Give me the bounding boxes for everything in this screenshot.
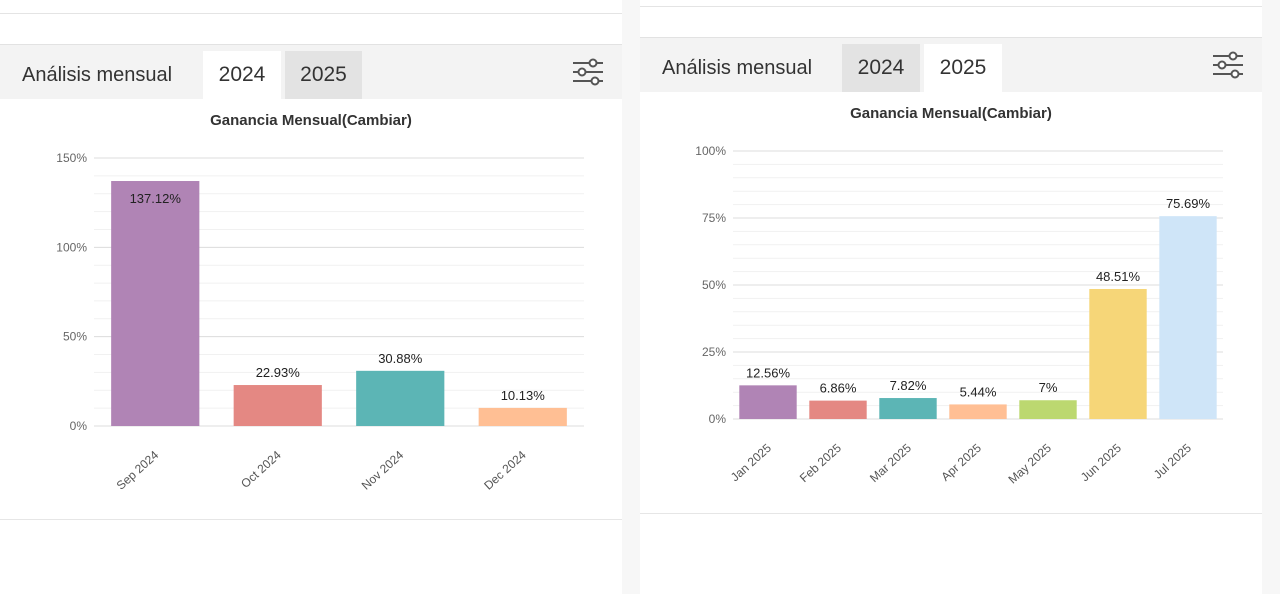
data-label: 30.88% — [378, 351, 423, 366]
right-panel: Análisis mensual 2024 2025 Ganancia Mens… — [640, 0, 1262, 594]
bar — [949, 404, 1007, 419]
y-tick-label: 100% — [56, 240, 87, 254]
x-tick-label: May 2025 — [1005, 441, 1054, 487]
data-label: 75.69% — [1166, 196, 1211, 211]
bar — [233, 385, 322, 426]
data-label: 6.86% — [820, 381, 857, 396]
y-tick-label: 150% — [56, 151, 87, 165]
x-tick-label: Nov 2024 — [359, 448, 407, 493]
bar — [356, 370, 445, 426]
data-label: 12.56% — [746, 365, 791, 380]
footer-card — [0, 519, 622, 594]
data-label: 48.51% — [1096, 269, 1141, 284]
y-tick-label: 50% — [63, 330, 87, 344]
panel-header: Análisis mensual 2024 2025 — [640, 37, 1262, 92]
panel-title: Análisis mensual — [22, 64, 173, 86]
x-tick-label: Dec 2024 — [481, 448, 529, 493]
y-tick-label: 0% — [70, 419, 88, 433]
bar — [1089, 288, 1147, 419]
bar — [111, 181, 200, 426]
chart-title: Ganancia Mensual(Cambiar) — [210, 112, 412, 129]
x-tick-label: Mar 2025 — [867, 441, 914, 486]
chart-title: Ganancia Mensual(Cambiar) — [850, 105, 1052, 122]
x-tick-label: Sep 2024 — [114, 448, 162, 493]
bar — [478, 407, 567, 426]
x-tick-label: Jan 2025 — [728, 441, 774, 485]
bar — [879, 398, 937, 419]
bar-chart: 0% 50% 100% 150% 137.12% Sep 2024 22.93% Oct 20… — [56, 151, 584, 493]
tab-2024[interactable]: 2024 — [203, 51, 281, 99]
sliders-icon[interactable] — [1211, 48, 1245, 82]
sliders-icon[interactable] — [571, 55, 605, 89]
x-tick-label: Feb 2025 — [797, 441, 844, 486]
y-tick-label: 25% — [702, 345, 726, 359]
panel-header: Análisis mensual 2024 2025 — [0, 44, 622, 99]
left-panel: Análisis mensual 2024 2025 Ganancia Mens… — [0, 0, 622, 594]
top-strip — [640, 0, 1262, 7]
x-tick-label: Oct 2024 — [238, 448, 284, 491]
y-tick-label: 100% — [695, 144, 726, 158]
y-tick-label: 75% — [702, 211, 726, 225]
top-strip — [0, 0, 622, 14]
panel-title: Análisis mensual — [662, 57, 813, 79]
x-tick-label: Jun 2025 — [1078, 441, 1124, 485]
tab-2024[interactable]: 2024 — [842, 44, 920, 92]
data-label: 22.93% — [256, 365, 301, 380]
data-label: 7.82% — [890, 378, 927, 393]
y-tick-label: 50% — [702, 278, 726, 292]
x-tick-label: Jul 2025 — [1151, 441, 1194, 482]
chart-plot-area: 0% 25% 50% 75% 100% 12.56% Jan 2025 6.86% Feb 20… — [695, 144, 1223, 486]
tab-2025[interactable]: 2025 — [285, 51, 362, 99]
footer-card — [640, 513, 1262, 594]
y-tick-label: 0% — [709, 412, 727, 426]
bar-chart: 0% 25% 50% 75% 100% 12.56% Jan 2025 6.86% Feb 20… — [695, 144, 1223, 486]
x-tick-label: Apr 2025 — [938, 441, 984, 484]
bar — [1019, 400, 1077, 419]
data-label: 10.13% — [501, 388, 546, 403]
bar — [809, 400, 867, 419]
data-label: 137.12% — [130, 191, 182, 206]
bar — [1159, 216, 1217, 419]
bar — [739, 385, 797, 419]
data-label: 7% — [1039, 380, 1058, 395]
tab-2025[interactable]: 2025 — [924, 44, 1002, 92]
data-label: 5.44% — [960, 384, 997, 399]
